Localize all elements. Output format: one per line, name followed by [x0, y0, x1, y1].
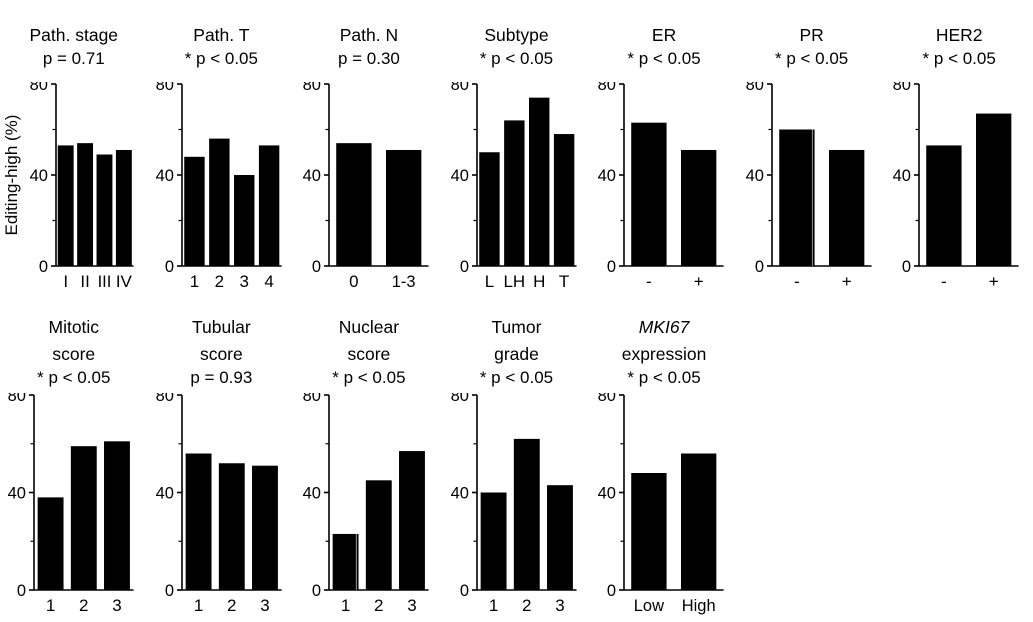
svg-text:T: T: [559, 272, 569, 291]
svg-text:40: 40: [30, 167, 48, 185]
svg-text:3: 3: [407, 595, 416, 614]
svg-text:2: 2: [374, 595, 383, 614]
svg-text:1: 1: [489, 595, 498, 614]
svg-text:80: 80: [30, 82, 48, 94]
svg-text:3: 3: [112, 595, 121, 614]
svg-text:4: 4: [264, 272, 273, 291]
svg-text:40: 40: [303, 484, 321, 502]
svg-text:1: 1: [341, 595, 350, 614]
svg-text:2: 2: [522, 595, 531, 614]
svg-text:0: 0: [39, 258, 48, 276]
svg-text:LH: LH: [503, 272, 525, 291]
svg-text:40: 40: [598, 167, 616, 185]
svg-text:0: 0: [164, 581, 173, 599]
svg-text:1: 1: [193, 595, 202, 614]
svg-text:0: 0: [755, 258, 764, 276]
svg-text:0: 0: [607, 258, 616, 276]
svg-text:80: 80: [450, 393, 468, 405]
svg-text:0: 0: [349, 272, 358, 291]
svg-text:40: 40: [745, 167, 763, 185]
svg-text:80: 80: [8, 393, 26, 405]
svg-text:II: II: [80, 272, 89, 291]
svg-text:80: 80: [598, 393, 616, 405]
svg-text:40: 40: [450, 167, 468, 185]
svg-text:H: H: [533, 272, 545, 291]
svg-text:3: 3: [239, 272, 248, 291]
svg-text:I: I: [63, 272, 68, 291]
svg-text:80: 80: [450, 82, 468, 94]
svg-text:High: High: [682, 596, 716, 614]
svg-text:40: 40: [155, 167, 173, 185]
svg-text:40: 40: [8, 484, 26, 502]
svg-text:0: 0: [460, 258, 469, 276]
svg-text:80: 80: [745, 82, 763, 94]
svg-text:80: 80: [155, 82, 173, 94]
svg-text:0: 0: [312, 258, 321, 276]
svg-text:2: 2: [214, 272, 223, 291]
svg-text:1: 1: [46, 595, 55, 614]
svg-text:0: 0: [17, 581, 26, 599]
svg-text:+: +: [842, 272, 852, 291]
svg-text:L: L: [484, 272, 493, 291]
svg-text:2: 2: [79, 595, 88, 614]
svg-text:80: 80: [598, 82, 616, 94]
svg-text:0: 0: [312, 581, 321, 599]
svg-text:1: 1: [189, 272, 198, 291]
svg-text:80: 80: [155, 393, 173, 405]
svg-text:0: 0: [164, 258, 173, 276]
svg-text:1-3: 1-3: [392, 273, 416, 291]
svg-text:40: 40: [303, 167, 321, 185]
svg-text:+: +: [989, 272, 999, 291]
svg-text:0: 0: [902, 258, 911, 276]
svg-text:III: III: [98, 273, 112, 291]
svg-text:3: 3: [260, 595, 269, 614]
svg-text:-: -: [941, 272, 947, 291]
svg-text:40: 40: [893, 167, 911, 185]
svg-text:-: -: [794, 272, 800, 291]
svg-text:-: -: [646, 272, 652, 291]
svg-text:40: 40: [450, 484, 468, 502]
svg-text:IV: IV: [116, 272, 133, 291]
svg-text:80: 80: [303, 393, 321, 405]
svg-text:80: 80: [303, 82, 321, 94]
svg-text:40: 40: [598, 484, 616, 502]
svg-text:0: 0: [460, 581, 469, 599]
svg-text:80: 80: [893, 82, 911, 94]
svg-text:3: 3: [555, 595, 564, 614]
svg-text:40: 40: [155, 484, 173, 502]
svg-text:2: 2: [227, 595, 236, 614]
svg-text:0: 0: [607, 581, 616, 599]
svg-text:Low: Low: [634, 596, 664, 614]
svg-text:+: +: [694, 272, 704, 291]
